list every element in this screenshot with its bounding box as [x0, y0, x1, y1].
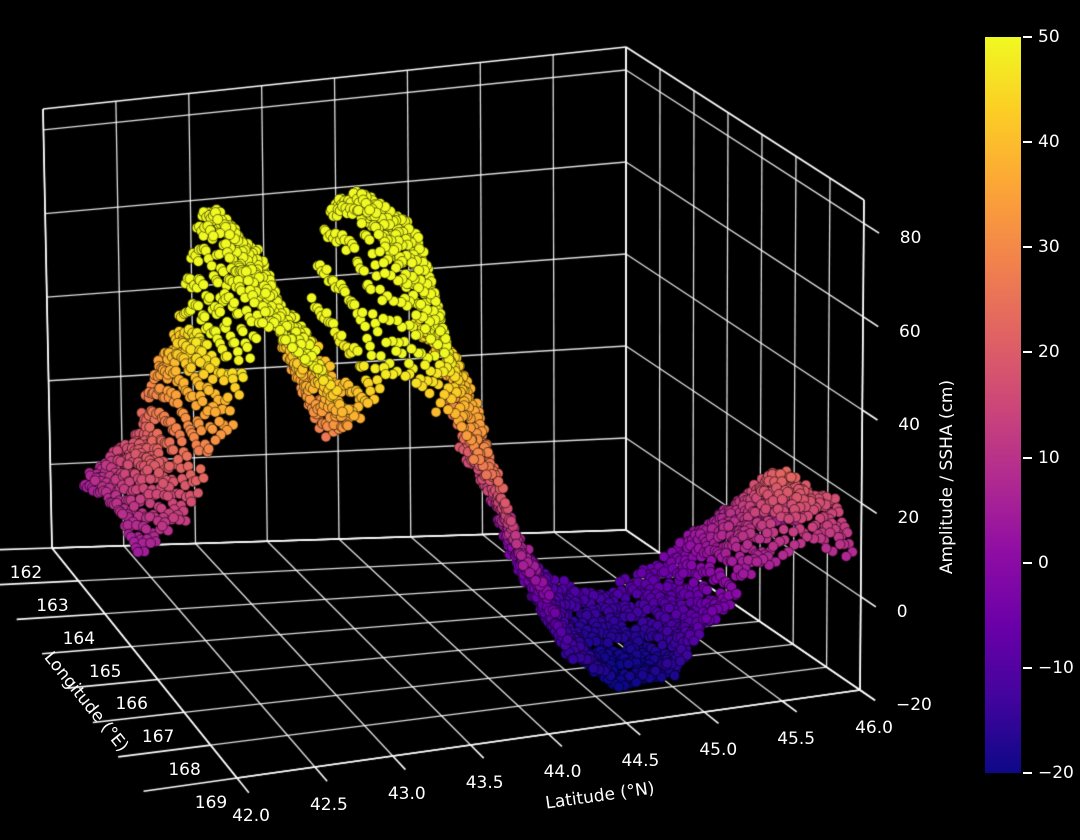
latitude-tick-label: 43.5: [465, 773, 504, 793]
z-tick-label: 40: [898, 415, 920, 435]
longitude-tick-label: 167: [141, 727, 175, 748]
colorbar-tick-label: 10: [1038, 447, 1060, 468]
colorbar-gradient: [985, 37, 1021, 773]
z-tick-label: 20: [897, 508, 920, 529]
latitude-tick-label: 42.5: [309, 795, 348, 815]
colorbar-tick-mark: [1023, 456, 1032, 459]
latitude-tick-label: 43.0: [387, 784, 426, 804]
colorbar-tick-mark: [1023, 246, 1032, 249]
colorbar-tick-mark: [1023, 561, 1032, 564]
colorbar-tick-label: 30: [1038, 237, 1060, 258]
colorbar-tick-mark: [1023, 772, 1032, 774]
longitude-tick-label: 168: [168, 760, 201, 781]
z-tick-label: −20: [896, 695, 932, 715]
longitude-tick-label: 162: [9, 563, 43, 583]
longitude-tick-label: 166: [115, 694, 148, 715]
colorbar-tick-mark: [1023, 351, 1032, 354]
colorbar-tick-label: −20: [1038, 763, 1074, 783]
colorbar-tick-label: 50: [1038, 27, 1060, 47]
z-tick-label: 60: [899, 321, 921, 342]
colorbar-tick-mark: [1023, 36, 1032, 38]
longitude-tick-label: 163: [36, 595, 69, 616]
latitude-tick-label: 44.5: [621, 751, 660, 771]
longitude-tick-label: 164: [62, 628, 96, 649]
latitude-tick-label: 46.0: [855, 718, 893, 738]
colorbar-tick-label: 20: [1038, 342, 1060, 363]
colorbar-tick-label: 0: [1038, 552, 1049, 573]
colorbar-tick-mark: [1023, 141, 1032, 144]
z-tick-label: 80: [899, 228, 922, 249]
longitude-tick-label: 169: [194, 793, 228, 813]
colorbar-label: Amplitude / SSHA (cm): [937, 379, 957, 575]
colorbar-tick-mark: [1023, 666, 1032, 669]
latitude-tick-label: 42.0: [232, 806, 270, 826]
colorbar-tick-label: 40: [1038, 132, 1060, 153]
longitude-tick-label: 165: [89, 661, 122, 682]
latitude-tick-label: 45.0: [699, 740, 738, 760]
colorbar-tick-label: −10: [1038, 657, 1074, 678]
latitude-tick-label: 44.0: [543, 762, 582, 782]
z-tick-label: 0: [896, 601, 908, 622]
latitude-tick-label: 45.5: [777, 729, 816, 749]
